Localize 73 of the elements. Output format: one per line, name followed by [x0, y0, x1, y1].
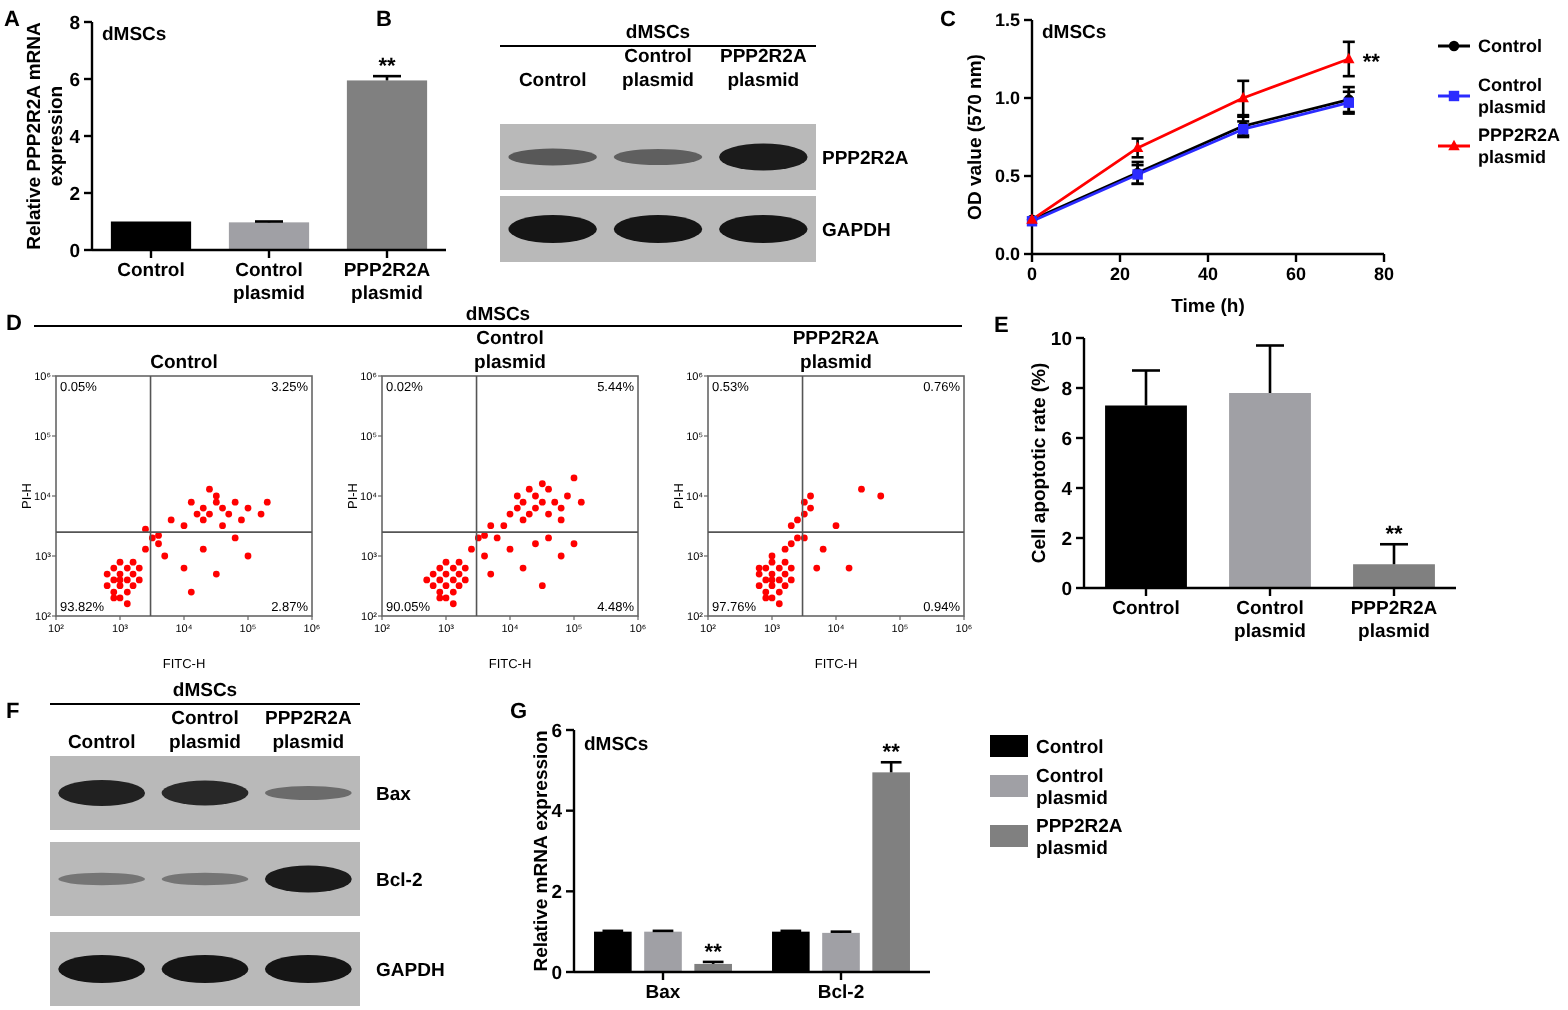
y-tick-label: 0.0 — [994, 244, 1020, 265]
y-tick-label: 0 — [69, 240, 80, 263]
category-label: GAPDH — [376, 959, 445, 982]
text: D — [6, 312, 22, 336]
y-tick-label: 4 — [69, 126, 82, 149]
legend-label: Control plasmid — [1478, 75, 1547, 118]
text: dMSCs — [465, 304, 531, 326]
legend-label: PPP2R2A plasmid — [1478, 125, 1562, 168]
legend-label: PPP2R2A plasmid — [1036, 815, 1123, 860]
category-label: Bcl-2 — [376, 869, 423, 892]
x-axis-title: Time (h) — [1171, 296, 1245, 318]
y-tick-label: 0.5 — [994, 166, 1020, 187]
y-axis-title: Relative PPP2R2A mRNA expression — [23, 22, 68, 250]
text: G — [510, 700, 528, 724]
annotation: B — [376, 8, 392, 32]
text: F — [6, 700, 20, 724]
annotation: ** — [704, 940, 724, 965]
x-tick-label: PPP2R2A plasmid — [343, 260, 431, 305]
x-tick-label: 80 — [1373, 264, 1395, 284]
legend-label: Control — [1036, 736, 1104, 759]
category-label: Control plasmid — [622, 46, 695, 92]
y-tick-label: 2 — [69, 183, 80, 206]
y-tick-label: 4 — [1061, 478, 1074, 501]
y-tick-label: 0 — [1061, 578, 1072, 601]
x-tick-label: Control — [1112, 598, 1180, 620]
x-tick-label: Control — [117, 260, 185, 282]
x-tick-label: PPP2R2A plasmid — [1350, 598, 1438, 643]
text: E — [994, 314, 1009, 338]
y-axis-title: Relative mRNA expression — [530, 730, 553, 972]
chart-title: PPP2R2A plasmid — [792, 328, 880, 374]
y-tick-label: 1.5 — [994, 10, 1020, 31]
text: C — [940, 8, 956, 32]
y-axis-title: OD value (570 nm) — [964, 54, 987, 220]
y-axis-title: Cell apoptotic rate (%) — [1028, 362, 1051, 564]
y-tick-label: 8 — [69, 12, 80, 35]
x-tick-label: 40 — [1197, 264, 1219, 284]
annotation: ** — [882, 741, 902, 766]
chart-title: Control — [150, 352, 218, 374]
annotation: ** — [1362, 51, 1382, 75]
chart-title: dMSCs — [1042, 22, 1107, 44]
y-tick-label: 4 — [551, 801, 564, 824]
y-tick-label: 6 — [551, 720, 562, 743]
annotation: ** — [1385, 523, 1404, 548]
annotation: ** — [378, 55, 397, 80]
x-tick-label: Control plasmid — [233, 260, 306, 305]
category-label: PPP2R2A — [822, 147, 909, 170]
y-tick-label: 2 — [551, 881, 562, 904]
y-tick-label: 2 — [1061, 528, 1072, 551]
chart-title: Control plasmid — [474, 328, 547, 374]
x-tick-label: Control plasmid — [1234, 598, 1307, 643]
x-tick-label: 20 — [1109, 264, 1131, 284]
category-label: PPP2R2A plasmid — [265, 708, 352, 754]
chart-title: dMSCs — [584, 734, 649, 756]
category-label: PPP2R2A plasmid — [720, 46, 807, 92]
text: A — [4, 8, 20, 32]
chart-title: dMSCs — [102, 24, 167, 46]
category-label: Control plasmid — [169, 708, 242, 754]
legend-label: Control — [1478, 36, 1542, 57]
y-tick-label: 6 — [1061, 428, 1072, 451]
y-tick-label: 6 — [69, 69, 80, 92]
text: dMSCs — [172, 680, 238, 702]
category-label: Bax — [376, 783, 411, 806]
y-tick-label: 10 — [1050, 328, 1072, 351]
category-label: GAPDH — [822, 219, 891, 242]
x-tick-label: 0 — [1026, 264, 1038, 284]
legend-label: Control plasmid — [1036, 765, 1109, 810]
category-label: Control — [67, 732, 136, 754]
category-label: Control — [518, 70, 587, 92]
x-tick-label: 60 — [1285, 264, 1307, 284]
y-tick-label: 1.0 — [994, 88, 1020, 109]
y-tick-label: 8 — [1061, 378, 1072, 401]
text: dMSCs — [625, 22, 691, 44]
y-tick-label: 0 — [551, 962, 562, 985]
